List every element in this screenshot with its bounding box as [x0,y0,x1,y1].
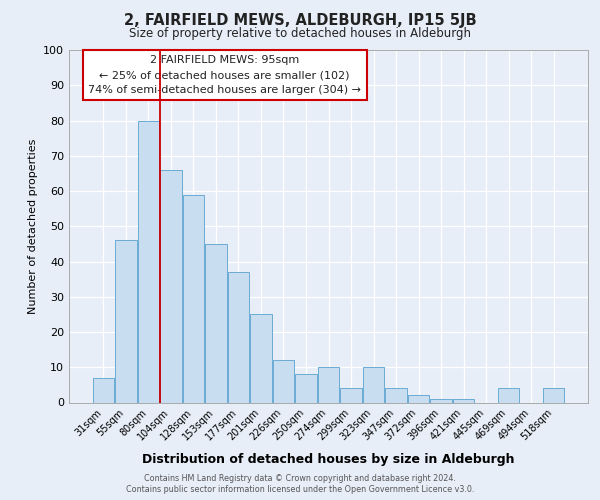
Bar [115,240,137,402]
Bar [430,399,452,402]
Bar [453,399,475,402]
Bar [250,314,272,402]
Bar [137,120,159,402]
Text: 2, FAIRFIELD MEWS, ALDEBURGH, IP15 5JB: 2, FAIRFIELD MEWS, ALDEBURGH, IP15 5JB [124,12,476,28]
Y-axis label: Number of detached properties: Number of detached properties [28,138,38,314]
Text: 2 FAIRFIELD MEWS: 95sqm
← 25% of detached houses are smaller (102)
74% of semi-d: 2 FAIRFIELD MEWS: 95sqm ← 25% of detache… [88,56,361,95]
Bar [295,374,317,402]
Bar [160,170,182,402]
Bar [92,378,114,402]
Bar [408,396,429,402]
Bar [205,244,227,402]
Bar [385,388,407,402]
Text: Contains HM Land Registry data © Crown copyright and database right 2024.
Contai: Contains HM Land Registry data © Crown c… [126,474,474,494]
Bar [498,388,520,402]
Bar [318,367,339,402]
Bar [363,367,384,402]
Bar [340,388,362,402]
X-axis label: Distribution of detached houses by size in Aldeburgh: Distribution of detached houses by size … [142,454,515,466]
Bar [228,272,249,402]
Bar [543,388,565,402]
Bar [273,360,294,403]
Bar [182,194,204,402]
Text: Size of property relative to detached houses in Aldeburgh: Size of property relative to detached ho… [129,28,471,40]
